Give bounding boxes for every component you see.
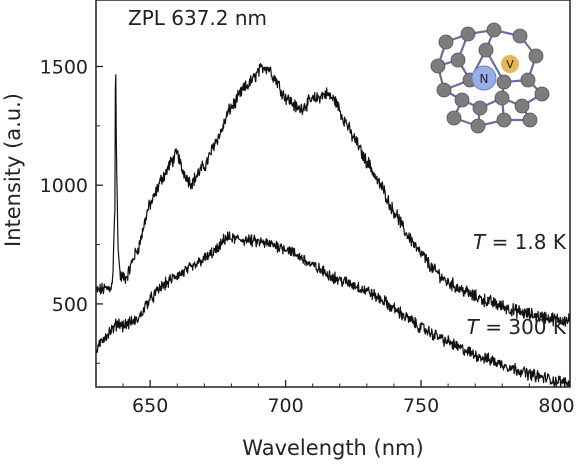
temp-value-low: = 1.8 K [485, 230, 567, 254]
series-line-1-8K [96, 63, 570, 327]
vacancy-site [501, 55, 519, 73]
carbon-atom [438, 34, 454, 50]
x-tick-label-750: 750 [403, 395, 439, 417]
carbon-atom [472, 100, 488, 116]
carbon-atom [512, 28, 528, 44]
carbon-atom [522, 112, 538, 128]
carbon-atom [534, 86, 550, 102]
y-tick-label-1500: 1500 [40, 56, 88, 78]
carbon-atom [520, 72, 536, 88]
temp-variable-low: T [473, 230, 487, 254]
series-label-room-temp: T = 300 K [467, 315, 567, 339]
carbon-atom [494, 90, 510, 106]
x-axis-label: Wavelength (nm) [242, 436, 423, 460]
series-label-low-temp: T = 1.8 K [473, 230, 567, 254]
zpl-annotation: ZPL 637.2 nm [128, 6, 267, 30]
temp-variable-room: T [467, 315, 481, 339]
x-tick-label-800: 800 [538, 395, 574, 417]
carbon-atom [436, 82, 452, 98]
nitrogen-atom [471, 65, 497, 91]
carbon-atom [486, 22, 502, 38]
y-axis-label: Intensity (a.u.) [1, 93, 25, 247]
nv-center-lattice-inset: N V [424, 20, 550, 134]
vacancy-label: V [506, 58, 514, 71]
carbon-atom [460, 26, 476, 42]
y-tick-label-500: 500 [52, 294, 88, 316]
x-tick-label-700: 700 [267, 395, 303, 417]
carbon-atom [528, 48, 544, 64]
x-tick-label-650: 650 [132, 395, 168, 417]
carbon-atom [478, 42, 494, 58]
series-line-300K [96, 231, 570, 387]
plot-area [96, 63, 570, 387]
carbon-atom [450, 52, 466, 68]
carbon-atom [514, 98, 530, 114]
plot-frame [95, 0, 571, 388]
carbon-atom [446, 110, 462, 126]
y-tick-label-1000: 1000 [40, 175, 88, 197]
temp-value-room: = 300 K [479, 315, 567, 339]
nitrogen-label: N [480, 72, 489, 86]
carbon-atom [454, 92, 470, 108]
carbon-atom [430, 58, 446, 74]
carbon-atom [496, 112, 512, 128]
carbon-atom [496, 74, 512, 90]
axis-ticks: 650 700 750 800 500 1000 1500 [40, 56, 575, 417]
carbon-atom [470, 118, 486, 134]
